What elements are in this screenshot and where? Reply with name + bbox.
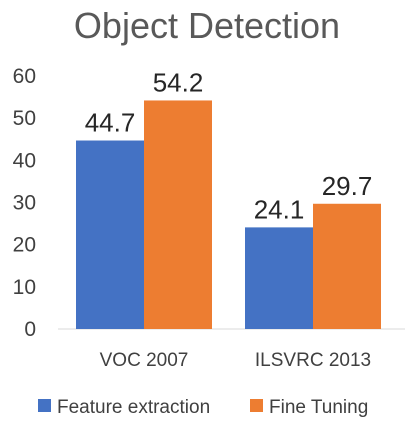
legend-feature-extraction-swatch <box>38 399 51 412</box>
y-tick-label: 10 <box>13 276 36 299</box>
legend-feature-extraction-label: Feature extraction <box>57 397 210 418</box>
legend-fine-tuning-swatch <box>250 399 263 412</box>
bar-fine-tuning <box>144 100 212 329</box>
bar-feature-extraction <box>245 227 313 329</box>
data-label: 54.2 <box>153 67 204 97</box>
chart-title: Object Detection <box>74 5 340 46</box>
y-tick-label: 30 <box>13 192 36 215</box>
x-tick-label: ILSVRC 2013 <box>255 350 371 371</box>
y-tick-label: 50 <box>13 107 36 130</box>
x-tick-label: VOC 2007 <box>100 350 189 371</box>
legend-fine-tuning-label: Fine Tuning <box>269 397 368 418</box>
bar-fine-tuning <box>313 203 381 329</box>
legend: Feature extraction Fine Tuning <box>38 397 368 418</box>
x-axis: VOC 2007 ILSVRC 2013 <box>100 350 371 371</box>
bar-feature-extraction <box>76 140 144 329</box>
data-labels: 44.7 24.1 54.2 29.7 <box>85 67 373 224</box>
y-tick-label: 60 <box>13 65 36 88</box>
data-label: 29.7 <box>322 171 373 201</box>
y-tick-label: 0 <box>24 318 36 341</box>
y-tick-label: 20 <box>13 234 36 257</box>
data-label: 24.1 <box>254 194 305 224</box>
y-tick-label: 40 <box>13 149 36 172</box>
data-label: 44.7 <box>85 108 136 138</box>
bars <box>76 100 381 329</box>
